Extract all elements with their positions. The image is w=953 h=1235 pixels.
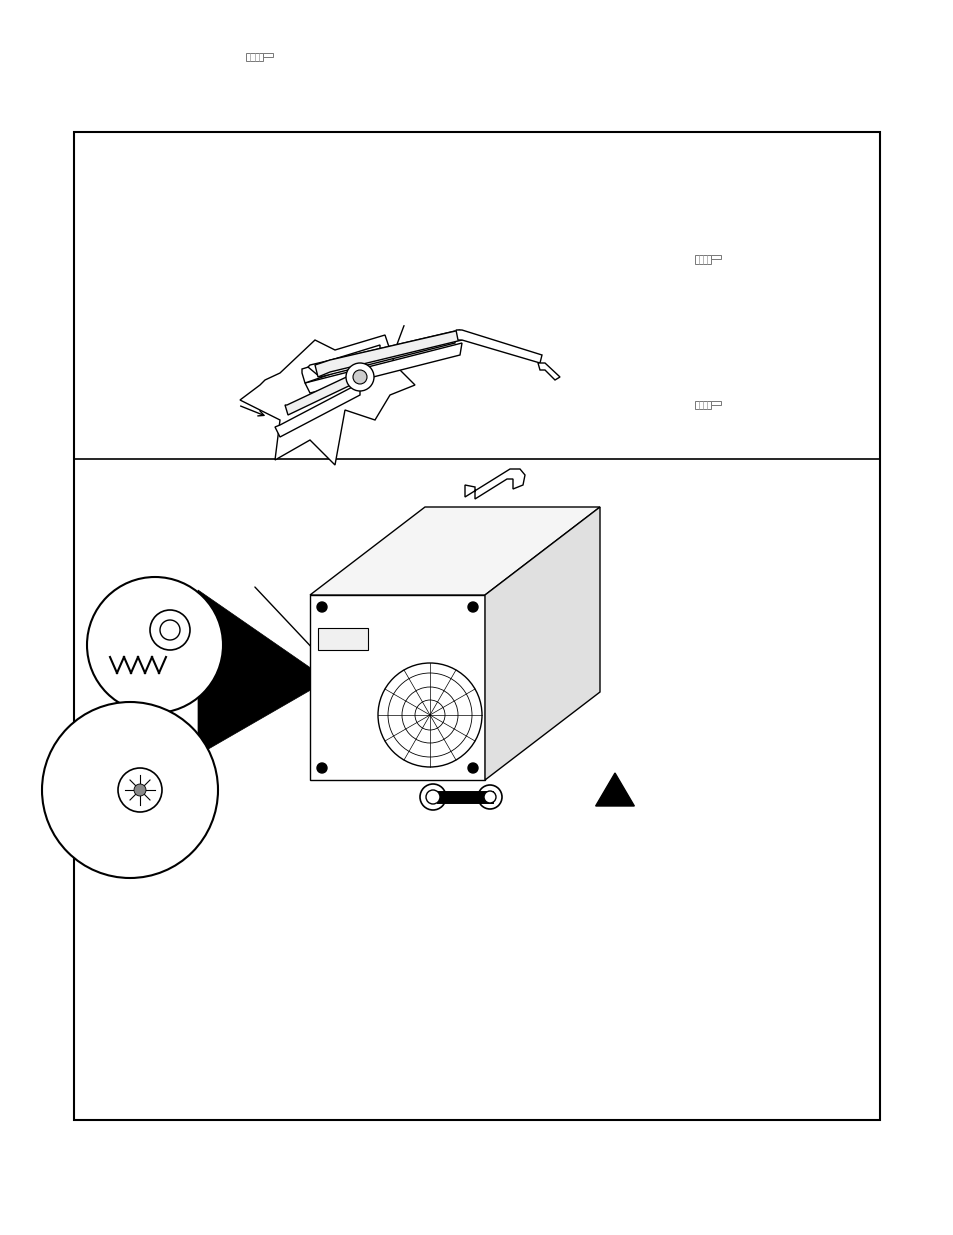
- Bar: [694, 401, 711, 409]
- Bar: [74, 132, 879, 1120]
- Circle shape: [377, 663, 481, 767]
- Circle shape: [353, 370, 367, 384]
- Circle shape: [87, 577, 223, 713]
- Circle shape: [316, 763, 327, 773]
- Polygon shape: [285, 373, 355, 415]
- Polygon shape: [305, 343, 461, 393]
- Polygon shape: [595, 773, 634, 806]
- Polygon shape: [198, 590, 328, 755]
- Circle shape: [316, 601, 327, 613]
- Bar: [711, 256, 720, 259]
- Bar: [310, 595, 484, 781]
- Bar: [263, 53, 273, 57]
- Polygon shape: [314, 330, 461, 377]
- Circle shape: [468, 601, 477, 613]
- Circle shape: [150, 610, 190, 650]
- Bar: [711, 401, 720, 405]
- Circle shape: [426, 790, 439, 804]
- Polygon shape: [240, 335, 415, 466]
- Bar: [694, 256, 711, 263]
- Polygon shape: [274, 383, 359, 437]
- Bar: [317, 629, 368, 650]
- Circle shape: [42, 701, 218, 878]
- Polygon shape: [464, 469, 524, 499]
- Polygon shape: [484, 508, 599, 781]
- Polygon shape: [537, 363, 559, 380]
- Circle shape: [160, 620, 180, 640]
- Circle shape: [468, 763, 477, 773]
- Polygon shape: [310, 508, 599, 595]
- Polygon shape: [456, 330, 541, 363]
- Circle shape: [133, 784, 146, 797]
- Circle shape: [346, 363, 374, 391]
- Circle shape: [483, 790, 496, 803]
- Circle shape: [118, 768, 162, 811]
- Bar: [246, 53, 263, 61]
- Polygon shape: [302, 345, 379, 383]
- Polygon shape: [308, 331, 455, 377]
